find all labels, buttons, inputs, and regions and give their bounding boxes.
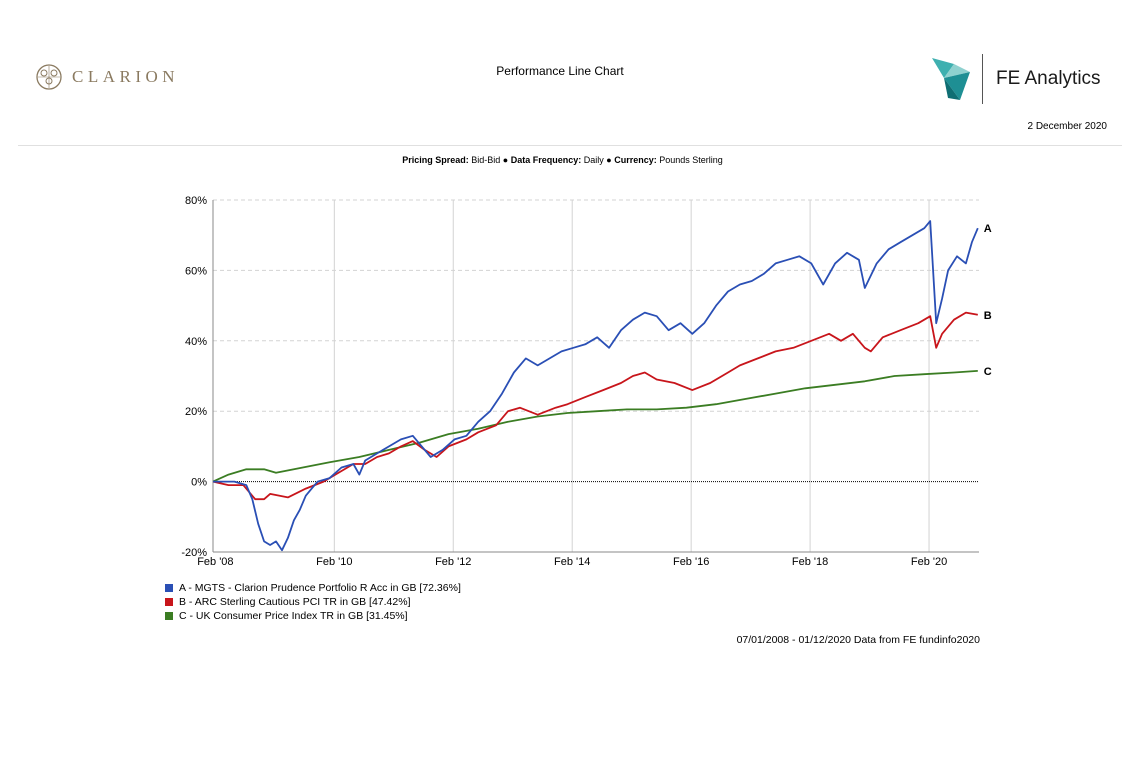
clarion-crest-icon [36,64,62,90]
x-tick-label: Feb '16 [673,556,709,568]
currency-label: Currency: [614,155,657,165]
x-tick-label: Feb '12 [435,556,471,568]
x-tick-label: Feb '08 [197,556,233,568]
fe-analytics-mark-icon [932,58,970,100]
chart-legend: A - MGTS - Clarion Prudence Portfolio R … [165,581,461,623]
legend-swatch-b [165,598,173,606]
pricing-spread-label: Pricing Spread: [402,155,469,165]
legend-swatch-c [165,612,173,620]
y-tick-label: 0% [191,477,207,489]
report-date: 2 December 2020 [1027,121,1108,132]
data-frequency-label: Data Frequency: [510,155,582,165]
data-source-note: 07/01/2008 - 01/12/2020 Data from FE fun… [736,634,980,646]
y-tick-label: 60% [185,265,207,277]
legend-label-c: C - UK Consumer Price Index TR in GB [31… [179,610,408,622]
currency-value: Pounds Sterling [659,155,723,165]
clarion-brand-text: CLARION [72,67,180,86]
x-tick-label: Feb '18 [792,556,828,568]
meta-separator: ● [606,155,612,165]
y-tick-label: -20% [181,547,207,559]
performance-line-chart: -20% 0% 20% 40% 60% 80% Feb '08 Feb '10 Feb '12 F… [181,195,992,568]
legend-swatch-a [165,584,173,592]
legend-label-a: A - MGTS - Clarion Prudence Portfolio R … [179,582,461,594]
pricing-info-line: Pricing Spread: Bid-Bid ● Data Frequency… [0,155,1125,165]
report-title: Performance Line Chart [496,64,624,78]
fe-analytics-brand-text: FE Analytics [996,68,1101,89]
data-frequency-value: Daily [583,155,604,165]
series-end-label-a: A [984,223,992,235]
x-tick-label: Feb '10 [316,556,352,568]
x-tick-label: Feb '20 [911,556,947,568]
x-tick-label: Feb '14 [554,556,590,568]
y-tick-label: 80% [185,195,207,207]
legend-item-a: A - MGTS - Clarion Prudence Portfolio R … [165,581,461,595]
legend-item-b: B - ARC Sterling Cautious PCI TR in GB [… [165,595,461,609]
header-rule [18,145,1122,146]
pricing-spread-value: Bid-Bid [471,155,501,165]
y-tick-label: 20% [185,406,207,418]
fe-analytics-logo: FE Analytics [930,54,1101,104]
meta-separator: ● [502,155,509,165]
y-tick-label: 40% [185,336,207,348]
legend-item-c: C - UK Consumer Price Index TR in GB [31… [165,609,461,623]
series-line-a [213,220,979,552]
series-end-label-b: B [984,310,992,322]
series-line-b [212,311,978,501]
clarion-logo: CLARION [34,62,179,92]
logo-divider [982,54,983,104]
legend-label-b: B - ARC Sterling Cautious PCI TR in GB [… [179,596,411,608]
series-line-c [212,370,978,483]
series-end-label-c: C [984,366,992,378]
